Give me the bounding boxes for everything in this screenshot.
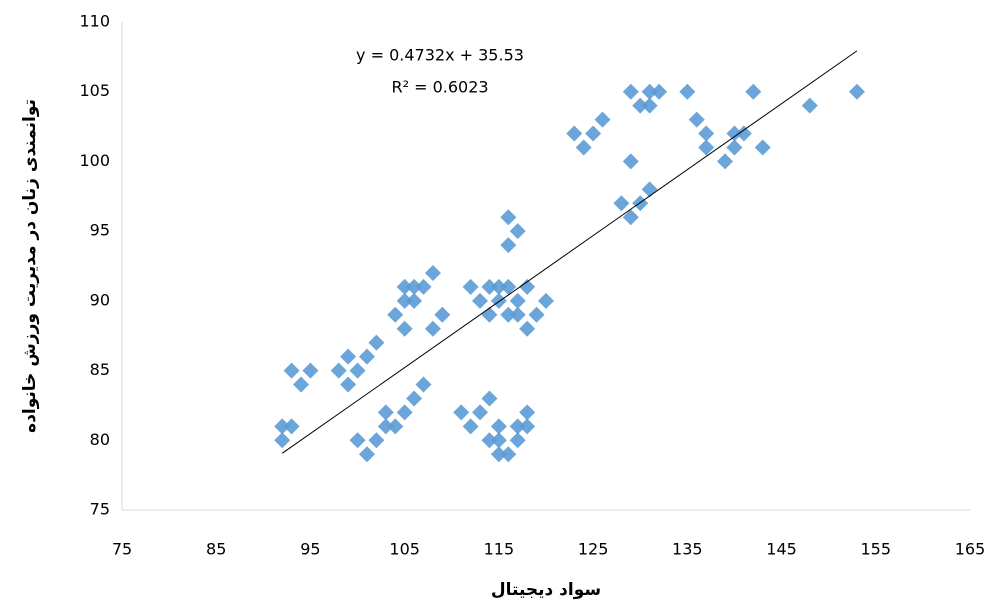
point — [472, 293, 488, 309]
trendline — [282, 51, 857, 453]
point — [500, 279, 516, 295]
point — [425, 265, 441, 281]
point — [642, 181, 658, 197]
x-tick-label: 115 — [484, 540, 515, 559]
y-tick-label: 80 — [90, 430, 110, 449]
point — [745, 84, 761, 100]
point — [284, 363, 300, 379]
chart: سواد دیجیتال توانمندی زنان در مدیریت ورز… — [0, 0, 995, 605]
x-tick-label: 165 — [955, 540, 986, 559]
y-tick-label: 110 — [79, 12, 110, 31]
point — [519, 404, 535, 420]
point — [293, 377, 309, 393]
point — [406, 390, 422, 406]
point — [726, 139, 742, 155]
point — [651, 84, 667, 100]
point — [717, 153, 733, 169]
point — [491, 293, 507, 309]
point — [331, 363, 347, 379]
y-tick-label: 95 — [90, 221, 110, 240]
x-tick-label: 95 — [300, 540, 320, 559]
y-tick-label: 105 — [79, 81, 110, 100]
point — [679, 84, 695, 100]
x-tick-label: 135 — [672, 540, 703, 559]
y-tick-label: 100 — [79, 151, 110, 170]
point — [387, 418, 403, 434]
point — [623, 84, 639, 100]
point — [500, 446, 516, 462]
point — [510, 307, 526, 323]
point — [416, 279, 432, 295]
point — [481, 307, 497, 323]
point — [642, 98, 658, 114]
point — [340, 349, 356, 365]
point — [491, 418, 507, 434]
point — [387, 307, 403, 323]
point — [613, 195, 629, 211]
point — [510, 293, 526, 309]
point — [340, 377, 356, 393]
point — [538, 293, 554, 309]
point — [359, 349, 375, 365]
point — [849, 84, 865, 100]
point — [510, 432, 526, 448]
point — [463, 279, 479, 295]
point — [453, 404, 469, 420]
point — [500, 237, 516, 253]
point — [359, 446, 375, 462]
point — [416, 377, 432, 393]
point — [463, 418, 479, 434]
point — [529, 307, 545, 323]
point — [397, 404, 413, 420]
point — [585, 126, 601, 142]
point — [755, 139, 771, 155]
point — [595, 112, 611, 128]
point — [698, 126, 714, 142]
x-tick-label: 75 — [112, 540, 132, 559]
point — [481, 390, 497, 406]
point — [472, 404, 488, 420]
point — [284, 418, 300, 434]
x-tick-label: 125 — [578, 540, 609, 559]
y-axis-title: توانمندی زنان در مدیریت ورزش خانواده — [20, 99, 40, 433]
point — [302, 363, 318, 379]
point — [368, 432, 384, 448]
point — [425, 321, 441, 337]
point — [397, 321, 413, 337]
point — [500, 209, 516, 225]
x-axis-title: سواد دیجیتال — [491, 580, 601, 600]
point — [350, 363, 366, 379]
point — [802, 98, 818, 114]
point — [350, 432, 366, 448]
point — [623, 209, 639, 225]
point — [368, 335, 384, 351]
trendline-equation: y = 0.4732x + 35.53 — [356, 46, 524, 65]
point — [632, 195, 648, 211]
point — [378, 404, 394, 420]
point — [519, 321, 535, 337]
point — [491, 432, 507, 448]
point — [406, 293, 422, 309]
point — [566, 126, 582, 142]
point — [274, 432, 290, 448]
y-tick-label: 90 — [90, 290, 110, 309]
x-tick-label: 155 — [861, 540, 892, 559]
x-tick-label: 145 — [766, 540, 797, 559]
point — [510, 223, 526, 239]
point — [576, 139, 592, 155]
point — [689, 112, 705, 128]
y-tick-label: 85 — [90, 360, 110, 379]
y-tick-label: 75 — [90, 500, 110, 519]
x-tick-label: 105 — [389, 540, 420, 559]
trendline-r2: R² = 0.6023 — [391, 78, 488, 97]
point — [434, 307, 450, 323]
point — [623, 153, 639, 169]
x-tick-label: 85 — [206, 540, 226, 559]
point — [519, 418, 535, 434]
